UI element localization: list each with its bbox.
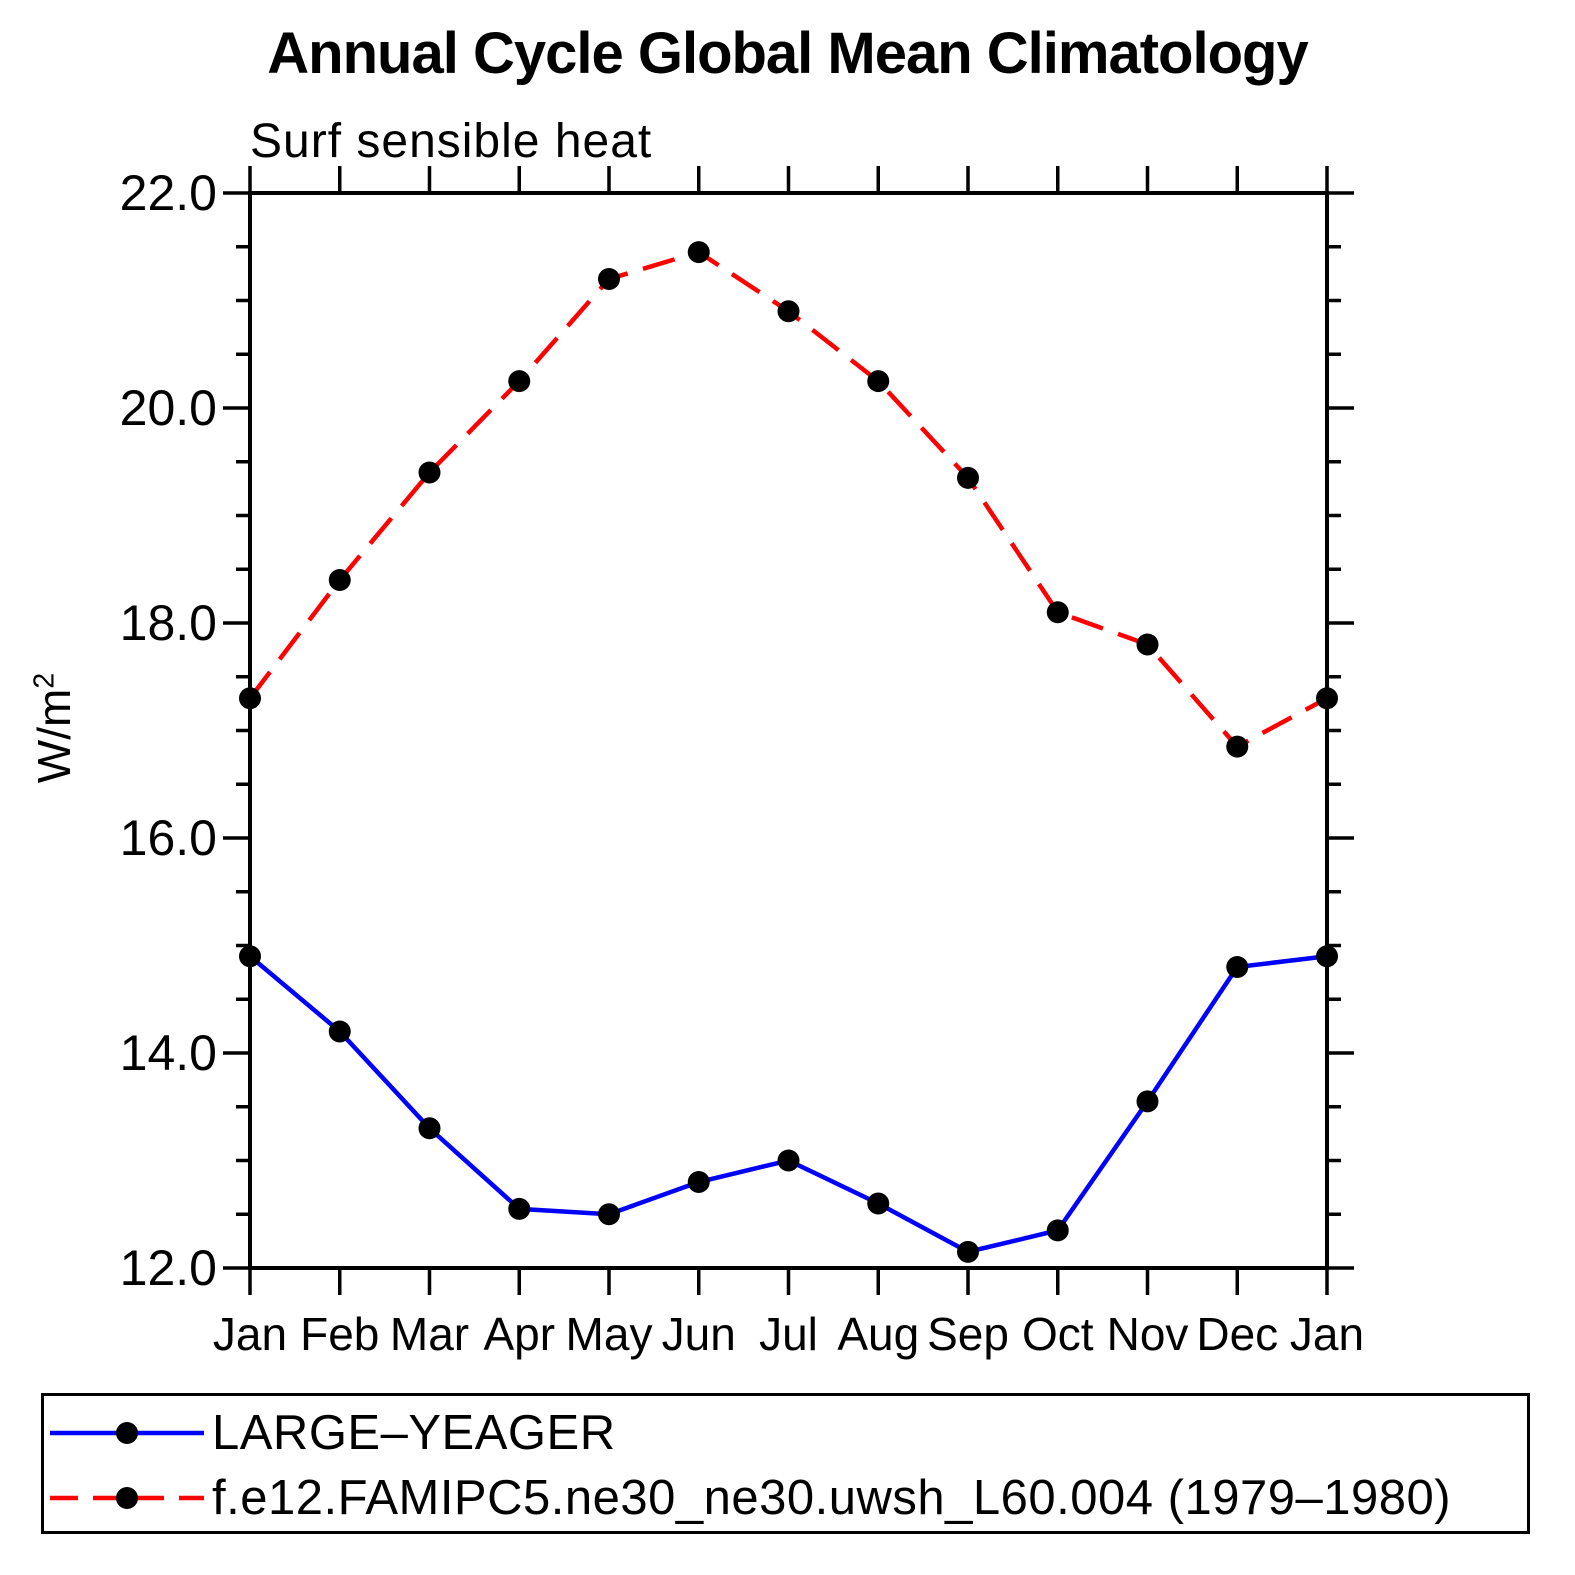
x-tick-label: Jun xyxy=(662,1308,736,1360)
data-point-marker-series-1 xyxy=(1136,633,1159,656)
x-tick-label: Jul xyxy=(759,1308,818,1360)
y-tick-label: 14.0 xyxy=(120,1025,217,1081)
legend-row-large-yeager: LARGE–YEAGER xyxy=(48,1405,616,1460)
chart-title: Annual Cycle Global Mean Climatology xyxy=(267,21,1308,86)
legend-sample-model-run xyxy=(48,1476,206,1520)
data-point-marker-series-0 xyxy=(1136,1090,1159,1113)
data-point-marker-series-0 xyxy=(1046,1219,1069,1242)
x-tick-label: Oct xyxy=(1022,1308,1094,1360)
data-point-marker-series-0 xyxy=(777,1149,800,1172)
x-tick-label: Sep xyxy=(927,1308,1009,1360)
y-tick-label: 18.0 xyxy=(120,595,217,651)
legend-row-model-run: f.e12.FAMIPC5.ne30_ne30.uwsh_L60.004 (19… xyxy=(48,1470,1452,1525)
y-tick-label: 12.0 xyxy=(120,1240,217,1296)
data-point-marker-series-0 xyxy=(508,1197,531,1220)
series-line-0 xyxy=(248,954,1328,1255)
series-line-1 xyxy=(248,249,1329,750)
data-point-marker-series-1 xyxy=(867,370,890,393)
x-tick-label: Dec xyxy=(1196,1308,1278,1360)
y-tick-label: 20.0 xyxy=(120,380,217,436)
x-tick-label: Mar xyxy=(390,1308,469,1360)
data-point-marker-series-1 xyxy=(598,268,620,290)
data-point-marker-series-1 xyxy=(1226,735,1249,758)
legend-sample-large-yeager xyxy=(48,1411,206,1455)
data-point-marker-series-0 xyxy=(598,1203,620,1226)
legend-box: LARGE–YEAGER f.e12.FAMIPC5.ne30_ne30.uws… xyxy=(41,1393,1530,1534)
legend-sample-svg xyxy=(50,1487,204,1509)
legend-sample-marker xyxy=(116,1422,138,1444)
y-tick-label: 22.0 xyxy=(120,165,217,221)
x-tick-label: Apr xyxy=(483,1308,555,1360)
x-tick-label: May xyxy=(566,1308,653,1360)
data-point-marker-series-1 xyxy=(957,466,979,489)
data-point-marker-series-1 xyxy=(328,569,351,591)
data-point-marker-series-0 xyxy=(1226,956,1249,978)
data-point-marker-series-1 xyxy=(1316,687,1338,710)
chart-subtitle: Surf sensible heat xyxy=(250,115,653,168)
legend-sample-marker xyxy=(116,1487,138,1509)
legend-label-large-yeager: LARGE–YEAGER xyxy=(212,1405,616,1460)
data-point-marker-series-1 xyxy=(418,461,441,484)
data-point-marker-series-0 xyxy=(418,1117,441,1140)
data-point-marker-series-1 xyxy=(777,300,800,323)
data-point-marker-series-1 xyxy=(239,687,261,710)
data-point-marker-series-1 xyxy=(508,370,531,393)
data-point-marker-series-0 xyxy=(687,1171,710,1193)
x-tick-label: Feb xyxy=(300,1308,379,1360)
x-tick-label: Aug xyxy=(837,1308,919,1360)
data-point-marker-series-0 xyxy=(867,1192,890,1215)
data-point-marker-series-1 xyxy=(687,241,710,264)
legend-sample-svg xyxy=(50,1422,204,1444)
axis-frame xyxy=(248,191,1329,1270)
data-point-marker-series-1 xyxy=(1046,601,1069,624)
data-point-marker-series-0 xyxy=(239,945,261,968)
data-point-marker-series-0 xyxy=(957,1240,979,1263)
x-tick-label: Jan xyxy=(1290,1308,1364,1360)
y-tick-label: 16.0 xyxy=(120,810,217,866)
legend-label-model-run: f.e12.FAMIPC5.ne30_ne30.uwsh_L60.004 (19… xyxy=(212,1470,1452,1525)
data-point-marker-series-0 xyxy=(328,1020,351,1043)
x-tick-label: Nov xyxy=(1107,1308,1189,1360)
x-tick-label: Jan xyxy=(213,1308,287,1360)
data-point-marker-series-0 xyxy=(1316,945,1338,968)
